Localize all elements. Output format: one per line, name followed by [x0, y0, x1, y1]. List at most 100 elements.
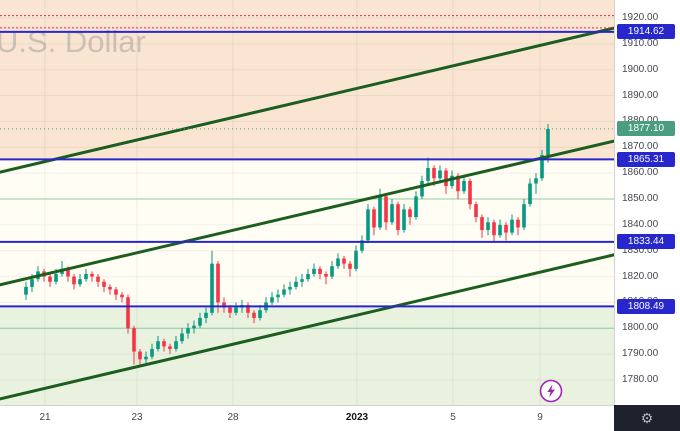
candle: [168, 346, 172, 349]
candle: [528, 183, 532, 205]
candle: [534, 178, 538, 184]
settings-button[interactable]: ⚙: [614, 405, 680, 431]
price-tick-label: 1870.00: [622, 141, 659, 153]
trend-line[interactable]: [0, 253, 614, 401]
time-tick-label: 5: [450, 412, 456, 423]
price-tick-label: 1920.00: [622, 12, 659, 23]
candle: [486, 222, 490, 231]
candle: [30, 279, 34, 287]
candle: [510, 219, 514, 233]
candles-layer: [24, 124, 550, 365]
candle: [156, 341, 160, 349]
candle: [324, 273, 328, 277]
candle: [54, 273, 58, 282]
candle: [48, 276, 52, 282]
candle: [192, 325, 196, 329]
candle: [396, 204, 400, 231]
price-tick-label: 1780.00: [622, 373, 659, 385]
zones-layer: [0, 0, 614, 405]
price-tick-label: 1890.00: [622, 89, 659, 101]
price-tick-label: 1900.00: [622, 63, 659, 75]
last-price-label: 1877.10: [617, 121, 675, 137]
candle: [72, 276, 76, 285]
time-tick-label: 23: [131, 412, 143, 423]
candle: [540, 155, 544, 179]
candle: [432, 167, 436, 179]
candle: [186, 328, 190, 334]
price-tick-label: 1910.00: [622, 37, 659, 49]
candle: [96, 276, 100, 282]
chart-pane[interactable]: U.S. Dollar: [0, 0, 614, 405]
candle: [516, 219, 520, 228]
candlestick-chart[interactable]: U.S. Dollar: [0, 0, 614, 405]
price-tick-label: 1800.00: [622, 322, 659, 334]
candle: [204, 312, 208, 318]
candle: [384, 196, 388, 223]
candle: [132, 328, 136, 352]
candle: [234, 307, 238, 313]
instant-trade-button[interactable]: [538, 378, 564, 404]
candle: [144, 356, 148, 360]
candle: [546, 128, 550, 156]
candle: [222, 302, 226, 308]
candle: [456, 175, 460, 192]
price-zone: [0, 159, 614, 307]
candle: [408, 209, 412, 218]
candle: [312, 268, 316, 274]
time-tick-label: 28: [227, 412, 239, 423]
time-tick-label: 21: [39, 412, 51, 423]
candle: [390, 204, 394, 223]
drawings-layer: [0, 15, 614, 401]
candle: [90, 273, 94, 277]
time-axis[interactable]: 21 23 28 2023 5 9: [0, 405, 614, 431]
candle: [504, 224, 508, 233]
candle: [462, 180, 466, 192]
price-tick-label: 1790.00: [622, 348, 659, 360]
candle: [126, 297, 130, 329]
candle: [270, 297, 274, 303]
candle: [402, 209, 406, 231]
candle: [288, 286, 292, 290]
level-price-label: 1914.62: [617, 24, 675, 40]
candle: [480, 217, 484, 231]
candle: [450, 175, 454, 187]
candle: [336, 258, 340, 267]
candle: [120, 294, 124, 298]
candle: [498, 224, 502, 236]
lightning-icon: [547, 384, 555, 398]
trend-line[interactable]: [0, 26, 614, 174]
candle: [180, 333, 184, 342]
time-tick-label: 9: [537, 412, 543, 423]
candle: [468, 180, 472, 205]
candle: [138, 351, 142, 360]
candle: [216, 263, 220, 303]
candle: [246, 305, 250, 313]
candle: [522, 204, 526, 228]
candle: [282, 289, 286, 295]
price-tick-label: 1850.00: [622, 192, 659, 204]
price-tick-label: 1860.00: [622, 167, 659, 179]
candle: [330, 266, 334, 277]
candle: [210, 263, 214, 313]
level-price-label: 1833.44: [617, 234, 675, 250]
trend-line[interactable]: [0, 139, 614, 287]
candle: [438, 170, 442, 179]
price-tick-label: 1830.00: [622, 244, 659, 256]
level-price-label: 1808.49: [617, 298, 675, 314]
level-price-label: 1865.31: [617, 151, 675, 167]
price-zone: [0, 306, 614, 405]
candle: [108, 286, 112, 290]
candle: [228, 307, 232, 313]
candle: [372, 209, 376, 228]
candle: [252, 312, 256, 318]
candle: [414, 196, 418, 218]
candle: [78, 279, 82, 285]
candle: [294, 281, 298, 287]
candle: [318, 268, 322, 274]
price-axis[interactable]: 1920.00 1910.00 1900.00 1890.00 1880.00 1870.…: [614, 0, 680, 405]
candle: [300, 279, 304, 282]
candle: [150, 348, 154, 357]
gear-icon: ⚙: [640, 410, 654, 426]
candle: [354, 250, 358, 269]
